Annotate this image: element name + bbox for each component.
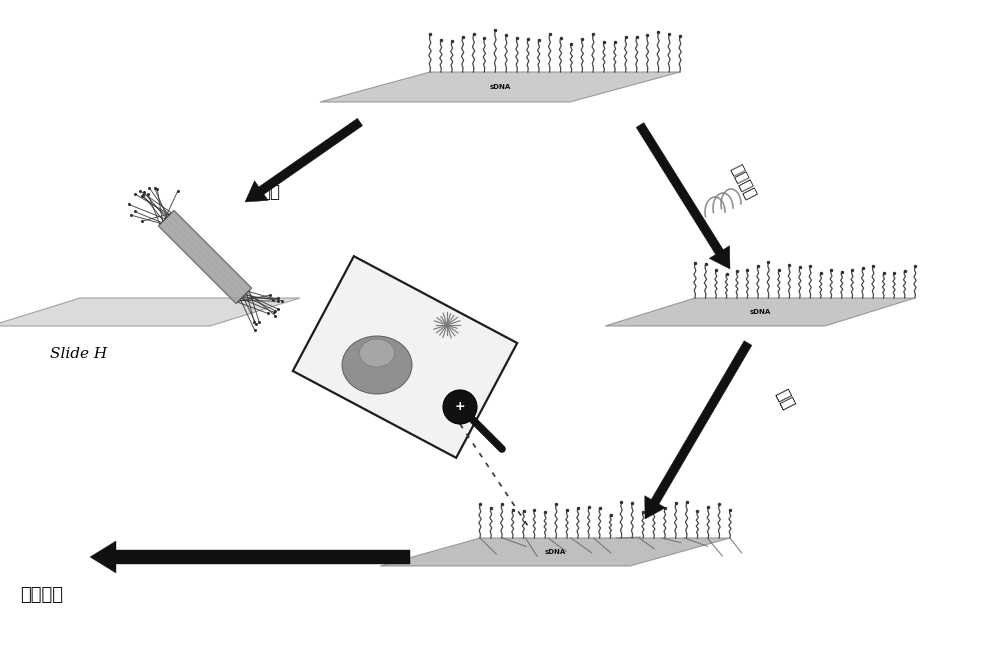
Text: sDNA: sDNA	[749, 309, 771, 315]
Text: Slide H: Slide H	[50, 347, 107, 361]
Ellipse shape	[359, 339, 394, 367]
Text: sDNA: sDNA	[489, 84, 511, 90]
Polygon shape	[245, 118, 363, 202]
Polygon shape	[605, 298, 915, 326]
Text: 信号判读: 信号判读	[20, 586, 63, 604]
Text: sDNA: sDNA	[544, 549, 566, 555]
Polygon shape	[320, 72, 680, 102]
Polygon shape	[158, 210, 252, 303]
Ellipse shape	[342, 336, 412, 394]
Text: +: +	[455, 400, 465, 414]
Text: 解育: 解育	[772, 386, 797, 412]
Text: 固定: 固定	[260, 183, 280, 201]
Text: 乙醒封闭: 乙醒封闭	[728, 162, 758, 201]
Circle shape	[443, 390, 477, 424]
Polygon shape	[380, 538, 730, 566]
Polygon shape	[0, 298, 300, 326]
Polygon shape	[645, 341, 752, 519]
Polygon shape	[293, 256, 517, 458]
Polygon shape	[90, 541, 410, 573]
Polygon shape	[636, 123, 730, 269]
